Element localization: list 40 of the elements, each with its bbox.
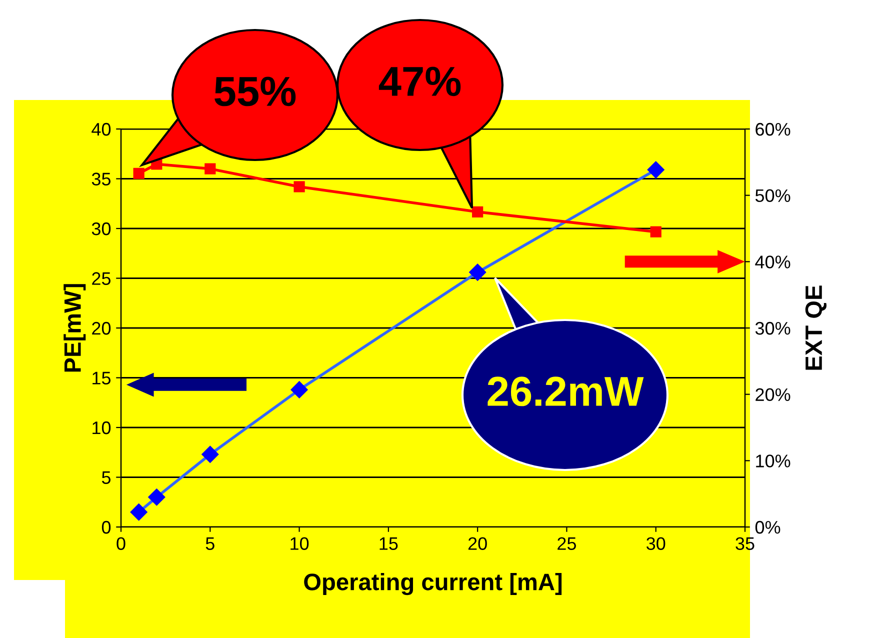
y-tick-label: 0: [102, 520, 111, 534]
y2-axis-title: EXT QE: [805, 286, 827, 370]
x-axis-title: Operating current [mA]: [304, 573, 562, 596]
x-tick-label: 10: [290, 537, 309, 550]
point: [472, 206, 484, 218]
point: [290, 380, 308, 398]
x-tick-label: 20: [468, 537, 487, 550]
point: [468, 263, 486, 282]
point: [294, 181, 305, 192]
y-tick-label: 40: [92, 122, 111, 136]
y-tick-label: 20: [92, 322, 111, 335]
y2-tick-label: 50%: [755, 189, 790, 202]
point: [133, 168, 144, 179]
y-tick-label: 30: [92, 222, 111, 236]
x-tick-label: 25: [558, 537, 576, 550]
y-tick-label: 25: [92, 272, 111, 285]
y2-tick-label: 20%: [756, 388, 790, 402]
y-tick-label: 5: [102, 471, 111, 484]
y2-tick-label: 10%: [756, 454, 790, 468]
point: [650, 226, 662, 238]
y-tick-label: 35: [92, 172, 111, 186]
x-tick-label: 5: [206, 537, 214, 550]
x-tick-label: 30: [646, 537, 666, 550]
point: [130, 503, 148, 521]
point: [148, 488, 166, 506]
annotation: 26.2mW: [488, 376, 644, 406]
y-tick-label: 10: [92, 421, 111, 434]
y-tick-label: 15: [92, 372, 111, 384]
x-tick-label: 15: [380, 537, 398, 550]
y2-tick-label: 40%: [755, 256, 790, 268]
x-tick-label: 0: [116, 537, 126, 550]
y2-tick-label: 30%: [755, 322, 790, 335]
text: 47%: [378, 66, 461, 96]
point: [204, 163, 216, 174]
point: [647, 161, 665, 179]
y2-tick-label: 60%: [756, 122, 790, 136]
y-axis-title: PE[mW]: [64, 284, 86, 372]
y2-tick-label: 0%: [755, 520, 780, 534]
text: 55%: [214, 76, 296, 106]
point: [201, 446, 219, 464]
